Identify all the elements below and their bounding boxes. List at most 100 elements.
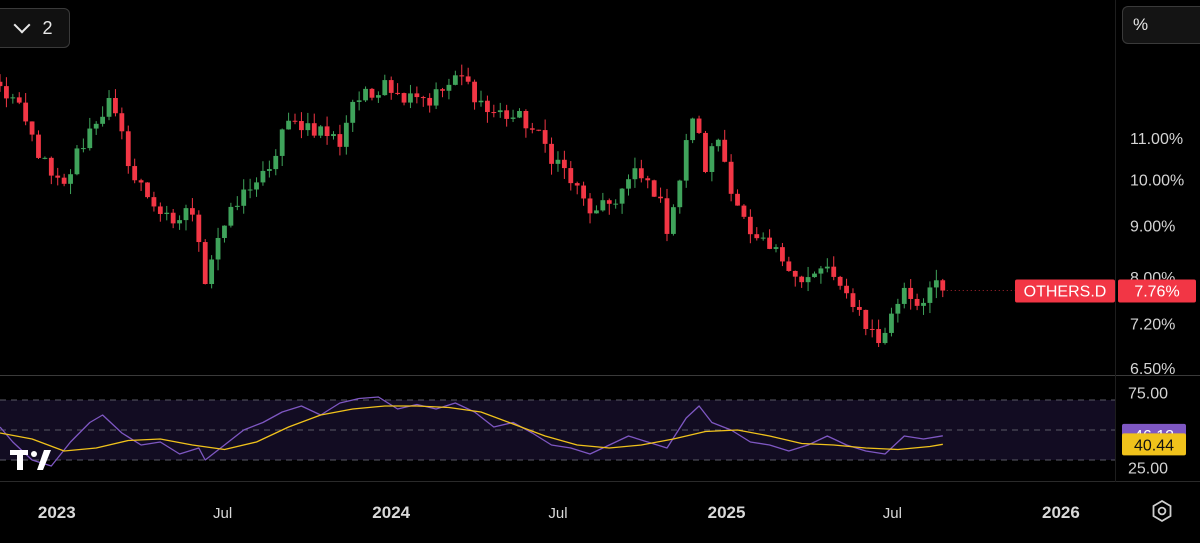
- candle-body: [42, 157, 48, 159]
- candle: [683, 133, 689, 188]
- candle-body: [61, 177, 67, 184]
- candle: [940, 278, 946, 298]
- candle: [908, 279, 914, 310]
- candle: [818, 265, 824, 284]
- candle-body: [683, 140, 689, 181]
- candle: [722, 129, 728, 163]
- candle-body: [0, 81, 3, 87]
- candle: [837, 275, 843, 290]
- candle: [465, 67, 471, 85]
- candle: [324, 116, 330, 145]
- candle: [42, 156, 48, 160]
- candle: [260, 161, 266, 186]
- candle: [510, 109, 516, 123]
- candle-body: [510, 117, 516, 119]
- candle: [311, 113, 317, 138]
- candle-body: [299, 121, 304, 131]
- candle: [241, 179, 247, 214]
- candle-body: [581, 185, 587, 199]
- candle: [189, 198, 195, 222]
- candle: [728, 154, 734, 202]
- candle: [472, 79, 477, 110]
- candle: [651, 179, 657, 198]
- settings-button[interactable]: [1149, 498, 1175, 524]
- candle: [613, 199, 619, 209]
- rsi-ma-line: [0, 405, 943, 452]
- candle-body: [747, 216, 753, 235]
- candle-body: [677, 180, 683, 208]
- candle: [427, 93, 433, 113]
- candle: [74, 145, 80, 176]
- candle: [549, 137, 554, 175]
- candle-body: [844, 285, 849, 294]
- candle-body: [574, 183, 580, 186]
- candle-body: [266, 169, 272, 171]
- candle-body: [863, 309, 869, 329]
- candle: [619, 188, 625, 214]
- candle: [677, 179, 683, 214]
- candle-body: [600, 200, 606, 211]
- candle-body: [241, 189, 247, 206]
- candle-body: [606, 200, 612, 204]
- collapse-indicators-button[interactable]: 2: [0, 8, 70, 48]
- candle: [420, 95, 426, 107]
- candle: [754, 227, 760, 241]
- candle-body: [331, 134, 336, 137]
- candle-body: [613, 203, 619, 205]
- candle-body: [145, 182, 150, 198]
- candle: [792, 270, 798, 287]
- candle: [414, 86, 420, 104]
- candle: [247, 178, 253, 199]
- candle-body: [504, 110, 510, 119]
- time-tick-label: Jul: [548, 505, 567, 522]
- candle-body: [497, 110, 503, 113]
- candle: [715, 138, 721, 152]
- rsi-tick-label: 25.00: [1128, 461, 1168, 478]
- candle-body: [279, 129, 285, 156]
- candle-body: [247, 189, 253, 191]
- candle-body: [587, 198, 593, 214]
- candle-body: [459, 75, 465, 77]
- candle-body: [324, 126, 330, 137]
- candle: [645, 175, 651, 189]
- candle: [196, 210, 202, 252]
- chevron-down-icon: [13, 16, 31, 34]
- candle-body: [715, 139, 721, 147]
- candle: [600, 192, 606, 212]
- candle: [87, 117, 93, 151]
- candle-body: [831, 266, 837, 277]
- candle-body: [183, 208, 189, 221]
- percent-scale-button[interactable]: %: [1122, 6, 1200, 44]
- candle: [497, 102, 503, 118]
- candle-body: [908, 287, 914, 299]
- candle-body: [658, 196, 663, 199]
- candle: [343, 115, 349, 155]
- candle-body: [382, 80, 388, 96]
- candle: [145, 182, 150, 199]
- candle: [286, 112, 291, 130]
- candle-body: [651, 180, 657, 197]
- candle-body: [177, 220, 182, 224]
- candle: [337, 124, 343, 156]
- rsi-ma-value-badge: 40.44: [1122, 433, 1186, 456]
- candle: [895, 298, 901, 323]
- candle: [523, 109, 529, 138]
- candle-body: [305, 123, 311, 131]
- candle-body: [786, 261, 792, 271]
- candle-body: [670, 207, 676, 234]
- candle-body: [363, 88, 368, 101]
- candle: [517, 108, 522, 119]
- candle: [568, 161, 574, 191]
- candle-body: [228, 206, 234, 226]
- candle: [799, 275, 805, 288]
- candle: [68, 169, 73, 195]
- candle: [626, 174, 631, 196]
- candle: [638, 159, 644, 183]
- candle: [16, 92, 22, 105]
- candle: [4, 77, 9, 108]
- candle: [747, 209, 753, 244]
- candle: [0, 74, 3, 92]
- candle: [164, 205, 170, 221]
